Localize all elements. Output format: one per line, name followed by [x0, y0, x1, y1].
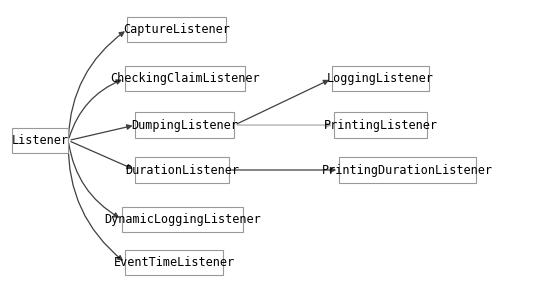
Text: PrintingDurationListener: PrintingDurationListener	[322, 164, 493, 176]
FancyBboxPatch shape	[135, 112, 234, 138]
FancyBboxPatch shape	[124, 66, 245, 91]
Text: CheckingClaimListener: CheckingClaimListener	[110, 72, 260, 85]
Text: EventTimeListener: EventTimeListener	[114, 256, 235, 269]
Text: DynamicLoggingListener: DynamicLoggingListener	[104, 213, 260, 226]
Text: LoggingListener: LoggingListener	[327, 72, 434, 85]
Text: DurationListener: DurationListener	[125, 164, 239, 176]
FancyBboxPatch shape	[334, 112, 427, 138]
Text: CaptureListener: CaptureListener	[123, 23, 230, 36]
FancyBboxPatch shape	[332, 66, 429, 91]
FancyBboxPatch shape	[122, 207, 242, 232]
FancyBboxPatch shape	[128, 17, 226, 42]
FancyBboxPatch shape	[339, 157, 476, 183]
Text: DumpingListener: DumpingListener	[131, 119, 239, 132]
FancyBboxPatch shape	[125, 250, 223, 275]
FancyBboxPatch shape	[136, 157, 229, 183]
FancyBboxPatch shape	[12, 128, 69, 153]
Text: PrintingListener: PrintingListener	[324, 119, 437, 132]
Text: Listener: Listener	[12, 134, 69, 147]
